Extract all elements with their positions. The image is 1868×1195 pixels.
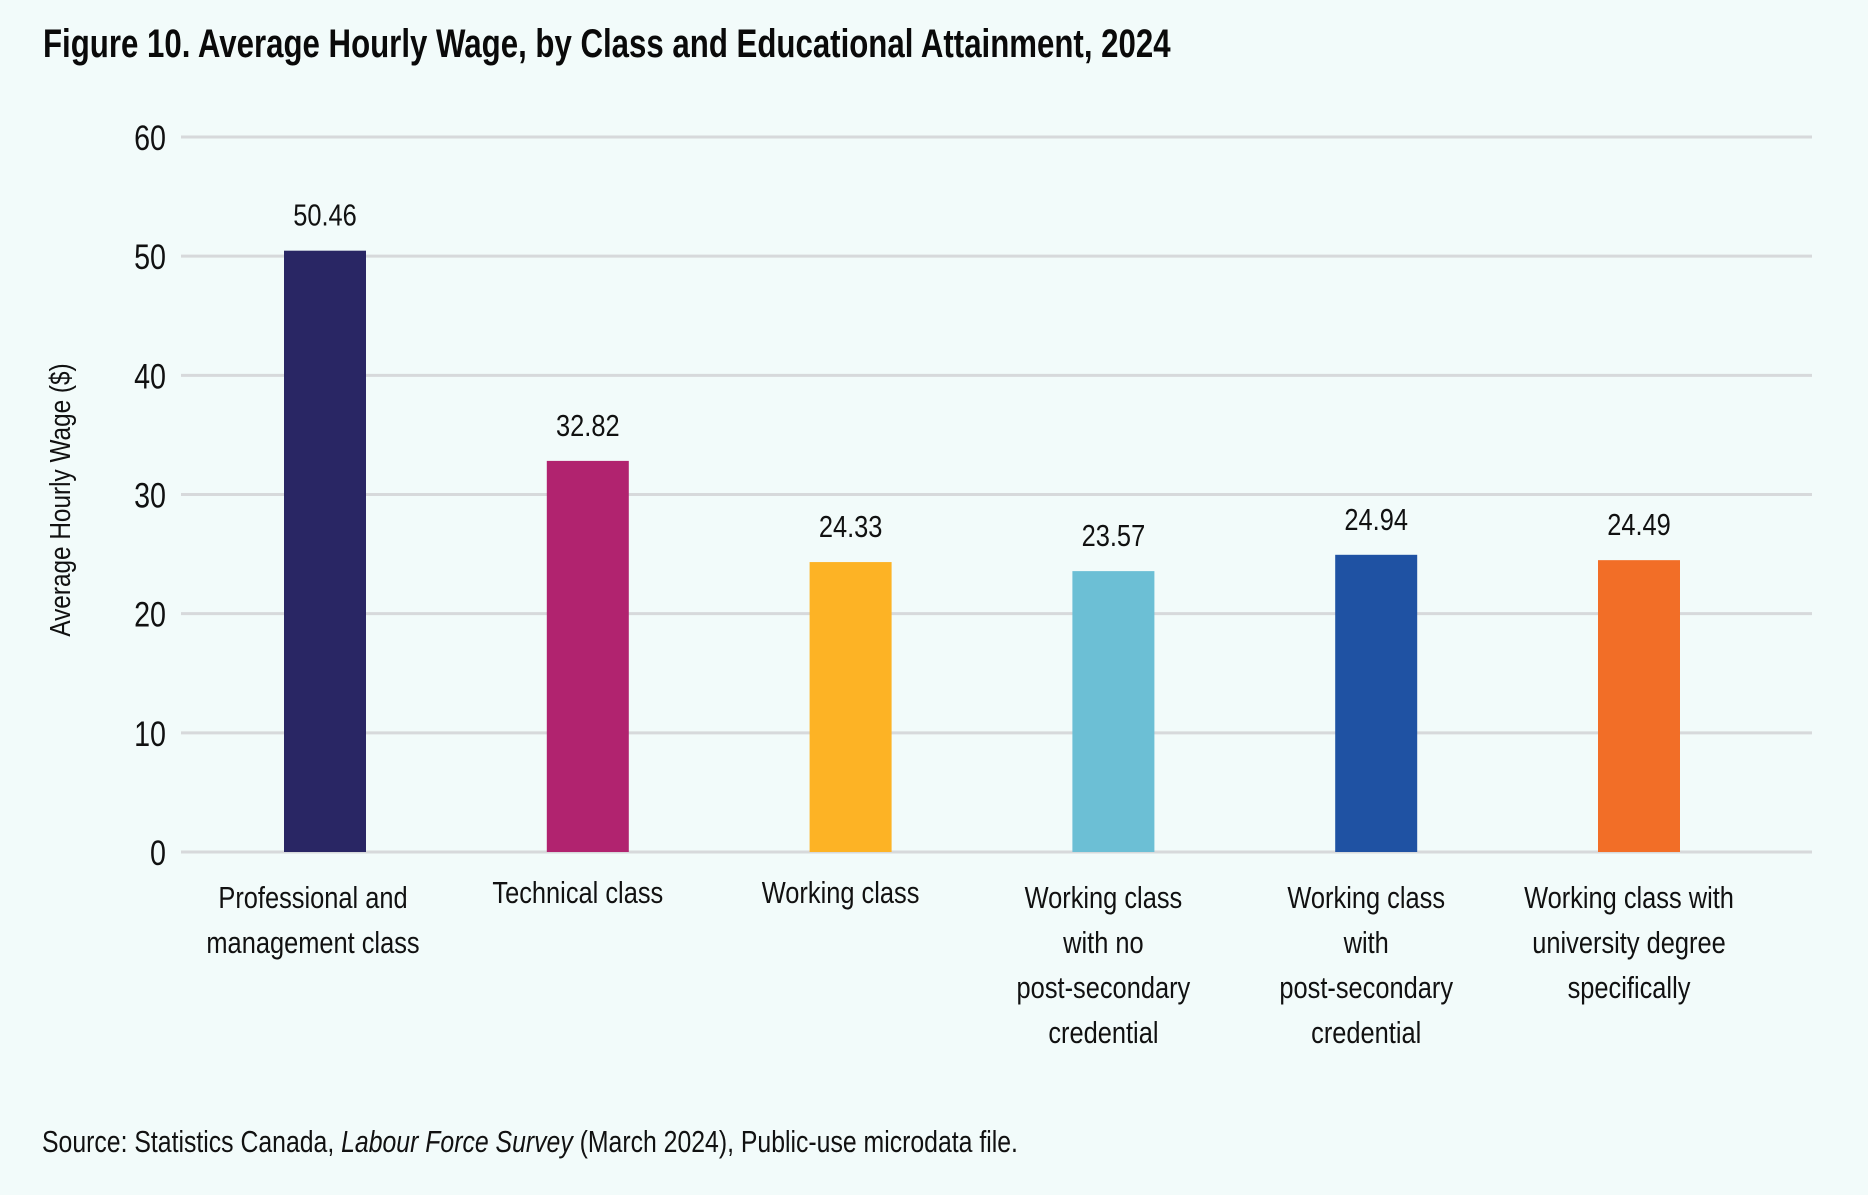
x-tick-label: Working class with no post-secondary creden…	[1017, 881, 1191, 1051]
x-tick-label-line: Working class	[1287, 881, 1445, 916]
source-suffix: (March 2024), Public-use microdata file.	[572, 1124, 1018, 1159]
bar	[1335, 554, 1418, 852]
x-tick-label-line: post-secondary	[1017, 971, 1191, 1006]
y-tick-label: 60	[134, 118, 166, 157]
x-tick-label-line: with	[1343, 926, 1389, 961]
gridlines	[181, 135, 1812, 854]
x-tick-label: Working class with post-secondary credentia…	[1279, 881, 1453, 1051]
value-label: 24.49	[1607, 508, 1671, 543]
value-label: 50.46	[293, 198, 357, 233]
y-tick-label: 0	[150, 833, 166, 872]
y-axis-label: Average Hourly Wage ($)	[44, 363, 76, 636]
x-tick-label: Working class with university degree speci…	[1524, 881, 1734, 1006]
bars	[284, 250, 1680, 852]
bar	[1598, 560, 1680, 852]
x-tick-label-line: management class	[206, 926, 419, 961]
value-labels: 50.46 32.82 24.33 23.57 24.94 24.49	[293, 198, 1671, 553]
value-label: 23.57	[1082, 519, 1146, 554]
y-tick-label: 10	[134, 714, 166, 753]
x-tick-label: Working class	[762, 876, 920, 911]
x-tick-label-line: specifically	[1568, 971, 1692, 1006]
x-tick-label-line: Professional and	[218, 881, 407, 916]
value-label: 24.33	[819, 510, 883, 545]
x-tick-label-line: Technical class	[492, 876, 663, 911]
source-survey-name: Labour Force Survey	[341, 1124, 573, 1159]
bar-chart: 0 10 20 30 40 50 60 Average Hourly Wage ($) 50…	[44, 118, 1812, 1051]
bar	[809, 562, 892, 852]
x-tick-label-line: with no	[1062, 926, 1143, 961]
x-tick-label: Technical class	[492, 876, 663, 911]
value-label: 32.82	[556, 409, 620, 444]
x-tick-label-line: credential	[1311, 1016, 1421, 1051]
value-label: 24.94	[1344, 502, 1408, 537]
source-prefix: Source: Statistics Canada,	[42, 1124, 342, 1159]
source-note: Source: Statistics Canada, Labour Force …	[42, 1124, 1018, 1160]
x-tick-label: Professional and management class	[206, 881, 419, 961]
bar	[546, 460, 629, 852]
y-tick-label: 40	[134, 357, 166, 396]
x-tick-label-line: post-secondary	[1279, 971, 1453, 1006]
x-tick-label-line: Working class with	[1524, 881, 1734, 916]
x-tick-label-line: credential	[1048, 1016, 1158, 1051]
y-axis-ticks: 0 10 20 30 40 50 60	[134, 118, 166, 872]
x-axis-labels: Professional and management class Technica…	[206, 876, 1734, 1051]
bar	[284, 250, 366, 852]
y-tick-label: 50	[134, 237, 166, 276]
x-tick-label-line: university degree	[1532, 926, 1725, 961]
bar	[1072, 571, 1155, 852]
chart-title: Figure 10. Average Hourly Wage, by Class…	[43, 22, 1171, 66]
y-tick-label: 20	[134, 595, 166, 634]
y-tick-label: 30	[134, 476, 166, 515]
x-tick-label-line: Working class	[762, 876, 920, 911]
x-tick-label-line: Working class	[1025, 881, 1183, 916]
